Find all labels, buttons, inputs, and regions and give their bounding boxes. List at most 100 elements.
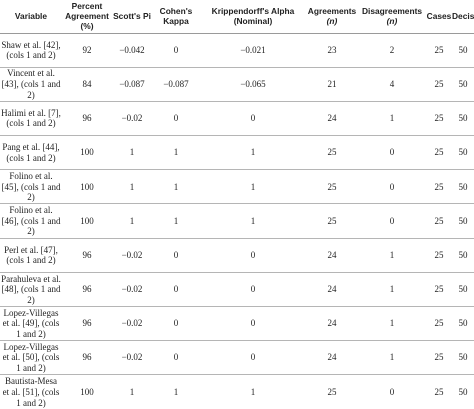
cell-variable: Vincent et al. [43], (cols 1 and 2) <box>0 67 62 102</box>
table-body: Shaw et al. [42], (cols 1 and 2) 92 −0.0… <box>0 33 474 409</box>
table-row: Folino et al. [46], (cols 1 and 2) 100 1… <box>0 203 474 239</box>
cell-krippendorff-alpha: 0 <box>200 238 306 273</box>
cell-agreements: 24 <box>306 272 358 308</box>
cell-cohens-kappa: −0.087 <box>152 67 200 102</box>
cell-disagreements: 0 <box>358 203 426 239</box>
cell-percent: 96 <box>62 340 112 376</box>
header-krippendorff-alpha: Krippendorff's Alpha (Nominal) <box>200 0 306 34</box>
cell-cohens-kappa: 0 <box>152 101 200 137</box>
cell-decisions: 50 <box>452 306 474 342</box>
cell-krippendorff-alpha: 0 <box>200 101 306 137</box>
cell-variable: Lopez-Villegas et al. [49], (cols 1 and … <box>0 306 62 342</box>
cell-krippendorff-alpha: 1 <box>200 169 306 205</box>
header-disagreements-label: Disagreements <box>361 6 423 17</box>
cell-decisions: 50 <box>452 101 474 137</box>
header-variable: Variable <box>0 0 62 34</box>
cell-cohens-kappa: 1 <box>152 203 200 239</box>
table-row: Perl et al. [47], (cols 1 and 2) 96 −0.0… <box>0 238 474 273</box>
table-row: Parahuleva et al. [48], (cols 1 and 2) 9… <box>0 272 474 308</box>
cell-krippendorff-alpha: −0.021 <box>200 33 306 68</box>
table-row: Bautista-Mesa et al. [51], (cols 1 and 2… <box>0 375 474 409</box>
cell-cohens-kappa: 0 <box>152 340 200 376</box>
cell-variable: Lopez-Villegas et al. [50], (cols 1 and … <box>0 340 62 376</box>
cell-disagreements: 0 <box>358 169 426 205</box>
cell-cases: 25 <box>426 101 452 137</box>
cell-decisions: 50 <box>452 67 474 102</box>
cell-percent: 92 <box>62 33 112 68</box>
cell-disagreements: 1 <box>358 340 426 376</box>
header-disagreements: Disagreements (n) <box>358 0 426 34</box>
cell-scotts-pi: 1 <box>129 386 135 397</box>
cell-disagreements: 1 <box>358 101 426 137</box>
cell-scotts-pi: 1 <box>112 203 152 239</box>
cell-scotts-pi: −0.02 <box>112 306 152 342</box>
cell-krippendorff-alpha: 0 <box>200 272 306 308</box>
cell-cohens-kappa: 0 <box>152 33 200 68</box>
cell-cases: 25 <box>426 135 452 171</box>
cell-krippendorff-alpha: 1 <box>200 203 306 239</box>
cell-disagreements: 1 <box>358 272 426 308</box>
cell-percent: 96 <box>62 272 112 308</box>
cell-scotts-pi: −0.02 <box>112 238 152 273</box>
header-scotts-pi: Scott's Pi <box>112 0 152 34</box>
cell-agreements: 24 <box>306 340 358 376</box>
cell-agreements: 24 <box>306 238 358 273</box>
cell-variable: Folino et al. [45], (cols 1 and 2) <box>0 169 62 205</box>
cell-cases: 25 <box>426 238 452 273</box>
cell-disagreements: 1 <box>358 306 426 342</box>
header-agreements: Agreements (n) <box>306 0 358 34</box>
cell-agreements: 24 <box>306 306 358 342</box>
cell-scotts-pi: 1 <box>112 169 152 205</box>
cell-percent: 100 <box>62 135 112 171</box>
cell-cohens-kappa: 0 <box>152 238 200 273</box>
cell-agreements: 24 <box>306 101 358 137</box>
cell-variable: Parahuleva et al. [48], (cols 1 and 2) <box>0 272 62 308</box>
header-agreements-label: Agreements <box>307 6 357 17</box>
cell-decisions: 50 <box>452 169 474 205</box>
cell-disagreements: 0 <box>358 135 426 171</box>
cell-scotts-pi: −0.087 <box>112 67 152 102</box>
cell-variable: Perl et al. [47], (cols 1 and 2) <box>0 238 62 273</box>
cell-cases: 25 <box>426 33 452 68</box>
table-row: Pang et al. [44], (cols 1 and 2) 100 1 1… <box>0 135 474 171</box>
header-decisions: Decisions <box>452 0 474 34</box>
cell-agreements: 25 <box>306 203 358 239</box>
cell-agreements: 25 <box>306 135 358 171</box>
cell-krippendorff-alpha: 0 <box>200 306 306 342</box>
cell-decisions: 50 <box>452 340 474 376</box>
cell-scotts-pi: −0.02 <box>112 340 152 376</box>
cell-decisions: 50 <box>458 386 468 397</box>
cell-decisions: 50 <box>452 203 474 239</box>
cell-percent: 96 <box>62 238 112 273</box>
cell-cohens-kappa: 1 <box>152 135 200 171</box>
cell-variable: Bautista-Mesa et al. [51], (cols 1 and 2… <box>2 376 60 408</box>
cell-cohens-kappa: 0 <box>152 306 200 342</box>
cell-agreements: 25 <box>327 386 337 397</box>
cell-decisions: 50 <box>452 135 474 171</box>
cell-percent: 100 <box>80 386 94 397</box>
cell-krippendorff-alpha: −0.065 <box>200 67 306 102</box>
cell-scotts-pi: −0.02 <box>112 272 152 308</box>
cell-agreements: 23 <box>306 33 358 68</box>
table-row: Halimi et al. [7], (cols 1 and 2) 96 −0.… <box>0 101 474 137</box>
cell-cases: 25 <box>426 203 452 239</box>
cell-agreements: 21 <box>306 67 358 102</box>
cell-variable: Pang et al. [44], (cols 1 and 2) <box>0 135 62 171</box>
table-row: Lopez-Villegas et al. [50], (cols 1 and … <box>0 340 474 376</box>
table-header: Variable Percent Agreement (%) Scott's P… <box>0 0 474 34</box>
cell-agreements: 25 <box>306 169 358 205</box>
cell-disagreements: 1 <box>358 238 426 273</box>
cell-cohens-kappa: 0 <box>152 272 200 308</box>
cell-decisions: 50 <box>452 238 474 273</box>
cell-percent: 100 <box>62 169 112 205</box>
table-row: Vincent et al. [43], (cols 1 and 2) 84 −… <box>0 67 474 102</box>
cell-cases: 25 <box>426 306 452 342</box>
table-row: Lopez-Villegas et al. [49], (cols 1 and … <box>0 306 474 342</box>
cell-cases: 25 <box>426 272 452 308</box>
header-cohens-kappa: Cohen's Kappa <box>152 0 200 34</box>
header-percent-agreement: Percent Agreement (%) <box>62 0 112 34</box>
cell-krippendorff-alpha: 1 <box>250 386 256 397</box>
cell-decisions: 50 <box>452 272 474 308</box>
cell-scotts-pi: −0.042 <box>112 33 152 68</box>
